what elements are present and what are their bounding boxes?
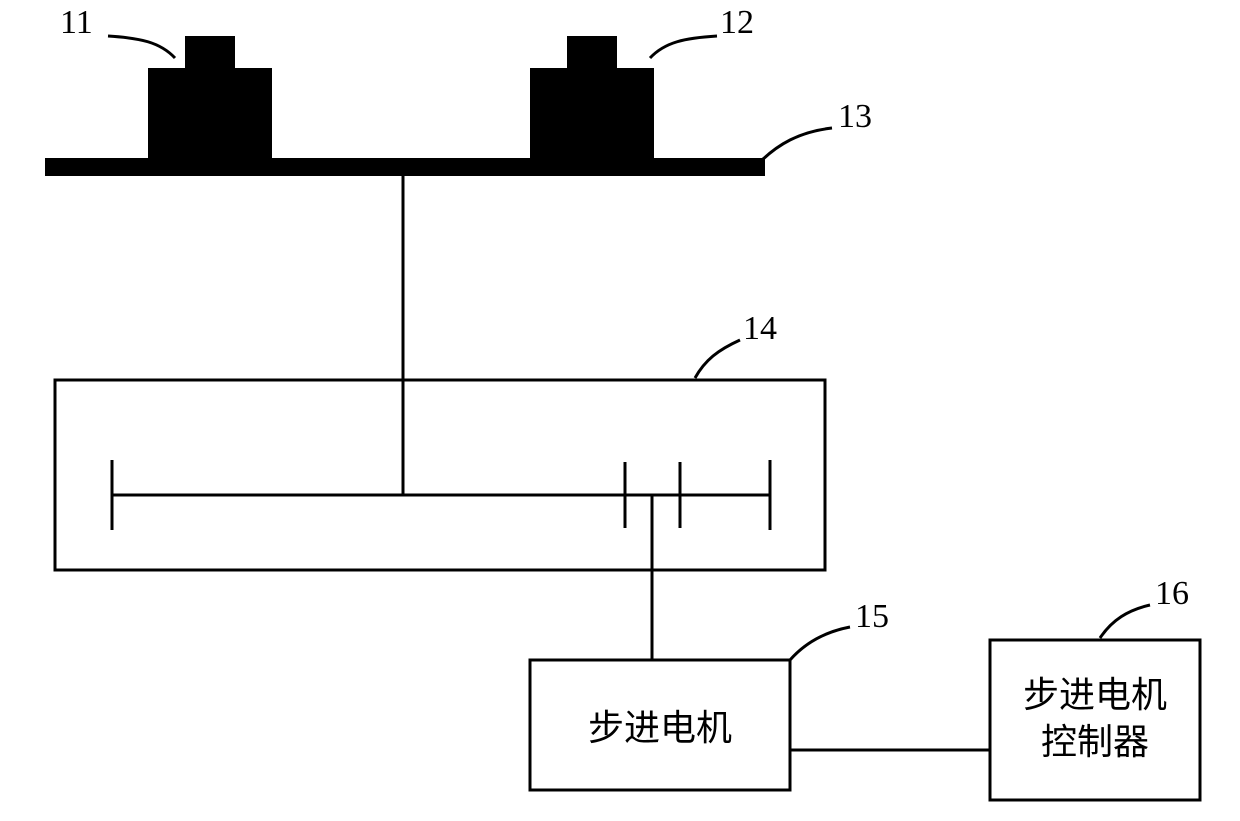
callout-15-leader [790, 627, 850, 660]
callout-14-leader [695, 340, 740, 378]
callout-16-leader [1100, 605, 1150, 638]
block-12-base [530, 68, 654, 158]
gearbox-14 [55, 380, 825, 570]
callout-13-leader [762, 128, 832, 160]
platform-bar-13 [45, 158, 765, 176]
label-14: 14 [743, 310, 777, 348]
block-11-base [148, 68, 272, 158]
block-12-top [567, 36, 617, 68]
motor-label: 步进电机 [530, 705, 790, 752]
label-15: 15 [855, 598, 889, 636]
callout-12-leader [650, 36, 717, 58]
label-13: 13 [838, 98, 872, 136]
label-12: 12 [720, 4, 754, 42]
label-11: 11 [60, 4, 93, 42]
callout-11-leader [108, 36, 175, 58]
controller-label: 步进电机 控制器 [990, 672, 1200, 766]
label-16: 16 [1155, 575, 1189, 613]
block-11-top [185, 36, 235, 68]
